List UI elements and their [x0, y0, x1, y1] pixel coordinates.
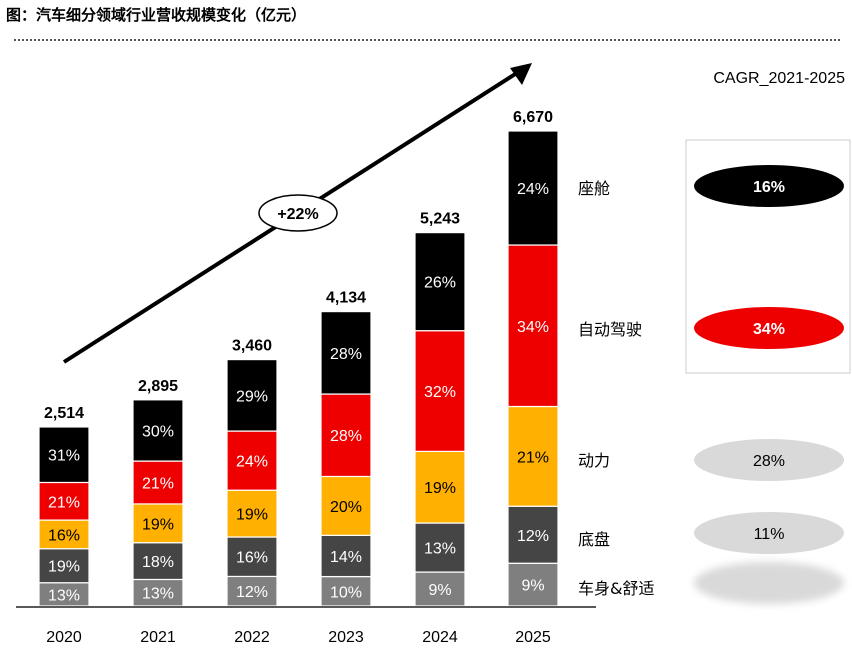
x-tick-label-2020: 2020 — [46, 629, 82, 646]
bar-segment-power-2025 — [507, 405, 559, 507]
segment-label-cockpit-2021: 30% — [142, 423, 174, 440]
growth-annotation-bubble — [258, 194, 338, 232]
bar-segment-cockpit-2024 — [414, 232, 466, 332]
title-divider — [14, 39, 840, 41]
bar-segment-cockpit-2022 — [226, 358, 278, 432]
cagr-value-chassis: 11% — [754, 526, 785, 543]
bar-segment-adas-2024 — [414, 330, 466, 452]
segment-label-adas-2020: 21% — [48, 494, 80, 511]
segment-label-cockpit-2025: 24% — [517, 181, 549, 198]
total-label-2020: 2,514 — [44, 405, 84, 422]
segment-label-adas-2021: 21% — [142, 476, 174, 493]
segment-label-chassis-2021: 18% — [142, 554, 174, 571]
total-label-2023: 4,134 — [326, 290, 366, 307]
growth-arrow-head — [510, 63, 532, 85]
bar-segment-power-2020 — [38, 519, 90, 550]
legend-label-chassis: 底盘 — [578, 530, 610, 549]
segment-label-body-2021: 13% — [142, 586, 174, 603]
growth-annotation-label: +22% — [277, 206, 318, 223]
legend-label-power: 动力 — [578, 451, 610, 470]
segment-label-power-2020: 16% — [48, 527, 80, 544]
total-label-2025: 6,670 — [513, 109, 553, 126]
segment-label-power-2024: 19% — [424, 480, 456, 497]
x-tick-label-2025: 2025 — [515, 629, 551, 646]
bar-segment-adas-2021 — [132, 460, 184, 505]
bars-layer: 13% 19% 16% 21% 31% 2,514 2020 13% 18% 19% 21% 30% 2… — [38, 109, 559, 646]
segment-label-cockpit-2024: 26% — [424, 275, 456, 292]
segment-label-chassis-2020: 19% — [48, 559, 80, 576]
x-tick-label-2024: 2024 — [422, 629, 458, 646]
bar-segment-body-2025 — [507, 562, 559, 607]
legend-label-cockpit: 座舱 — [578, 179, 610, 198]
segment-label-chassis-2024: 13% — [424, 541, 456, 558]
segment-label-adas-2022: 24% — [236, 454, 268, 471]
growth-arrow: +22% — [62, 63, 532, 364]
bar-segment-body-2022 — [226, 575, 278, 607]
bar-segment-adas-2023 — [320, 393, 372, 478]
cagr-ellipse-chassis — [694, 512, 844, 554]
segment-label-cockpit-2022: 29% — [236, 388, 268, 405]
legend-label-body: 车身&舒适 — [578, 579, 654, 598]
segment-label-body-2023: 10% — [330, 584, 362, 601]
segment-label-body-2022: 12% — [236, 584, 268, 601]
segment-label-chassis-2025: 12% — [517, 528, 549, 545]
page-title: 图：汽车细分领域行业营收规模变化（亿元） — [6, 6, 307, 24]
legend-label-adas: 自动驾驶 — [578, 320, 642, 339]
bar-segment-body-2024 — [414, 571, 466, 607]
cagr-ellipse-cockpit — [694, 165, 844, 207]
cagr-ellipse-body — [694, 562, 844, 604]
segment-label-chassis-2023: 14% — [330, 549, 362, 566]
segment-label-chassis-2022: 16% — [236, 550, 268, 567]
bar-segment-cockpit-2025 — [507, 130, 559, 246]
cagr-value-cockpit: 16% — [753, 179, 785, 196]
segment-label-body-2024: 9% — [428, 582, 451, 599]
segment-label-cockpit-2020: 31% — [48, 448, 80, 465]
cagr-highlight-box — [685, 139, 851, 374]
bar-segment-chassis-2023 — [320, 534, 372, 578]
cagr-ellipse-adas — [694, 307, 844, 349]
bar-segment-power-2022 — [226, 489, 278, 538]
bar-segment-adas-2025 — [507, 244, 559, 408]
segment-label-cockpit-2023: 28% — [330, 346, 362, 363]
bar-segment-cockpit-2021 — [132, 399, 184, 462]
bar-segment-chassis-2025 — [507, 505, 559, 564]
segment-label-power-2023: 20% — [330, 499, 362, 516]
total-label-2021: 2,895 — [138, 378, 178, 395]
total-label-2022: 3,460 — [232, 338, 272, 355]
segment-label-power-2025: 21% — [517, 449, 549, 466]
cagr-ellipse-power — [694, 439, 844, 481]
segment-label-body-2020: 13% — [48, 587, 80, 604]
x-tick-label-2021: 2021 — [140, 629, 176, 646]
segment-label-power-2021: 19% — [142, 516, 174, 533]
cagr-value-adas: 34% — [753, 321, 785, 338]
bar-segment-chassis-2020 — [38, 548, 90, 584]
segment-label-adas-2024: 32% — [424, 384, 456, 401]
bar-segment-adas-2022 — [226, 430, 278, 491]
cagr-header: CAGR_2021-2025 — [713, 70, 845, 87]
x-tick-label-2022: 2022 — [234, 629, 270, 646]
segment-label-adas-2025: 34% — [517, 319, 549, 336]
legend: 车身&舒适 底盘 动力 自动驾驶 座舱 — [578, 179, 654, 598]
cagr-value-power: 28% — [753, 453, 785, 470]
segment-label-power-2022: 19% — [236, 507, 268, 524]
bar-segment-power-2024 — [414, 450, 466, 524]
bar-segment-body-2023 — [320, 575, 372, 607]
segment-label-body-2025: 9% — [521, 578, 544, 595]
bar-segment-power-2023 — [320, 475, 372, 536]
total-label-2024: 5,243 — [420, 211, 460, 228]
cagr-panel: CAGR_2021-2025 16% 34% 28% 11% — [685, 70, 851, 604]
x-tick-label-2023: 2023 — [328, 629, 364, 646]
bar-segment-cockpit-2020 — [38, 426, 90, 484]
segment-label-adas-2023: 28% — [330, 428, 362, 445]
bar-segment-cockpit-2023 — [320, 310, 372, 395]
